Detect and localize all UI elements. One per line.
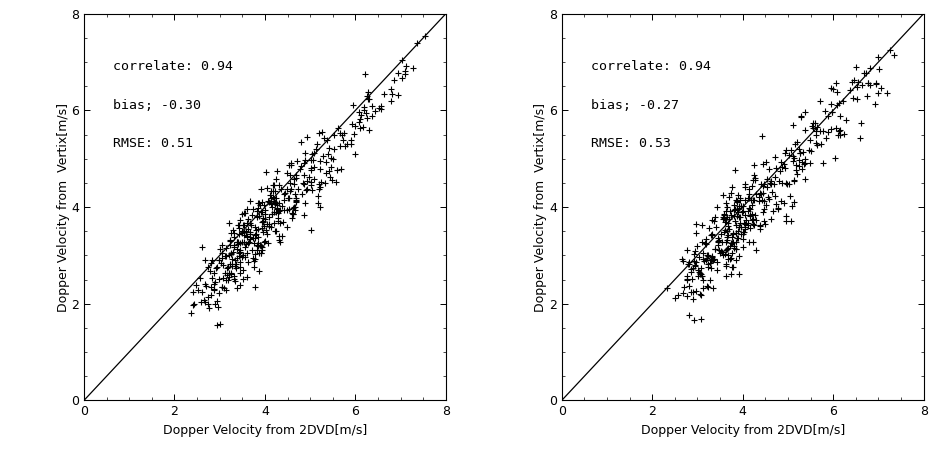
- Text: RMSE: 0.53: RMSE: 0.53: [591, 137, 671, 151]
- Text: RMSE: 0.51: RMSE: 0.51: [113, 137, 193, 151]
- Y-axis label: Dopper Velocity from  Vertix[m/s]: Dopper Velocity from Vertix[m/s]: [57, 102, 70, 312]
- Text: bias; -0.27: bias; -0.27: [591, 99, 678, 112]
- X-axis label: Dopper Velocity from 2DVD[m/s]: Dopper Velocity from 2DVD[m/s]: [641, 424, 844, 437]
- Y-axis label: Dopper Velocity from  Vertix[m/s]: Dopper Velocity from Vertix[m/s]: [535, 102, 548, 312]
- Text: correlate: 0.94: correlate: 0.94: [591, 60, 711, 73]
- X-axis label: Dopper Velocity from 2DVD[m/s]: Dopper Velocity from 2DVD[m/s]: [163, 424, 367, 437]
- Text: bias; -0.30: bias; -0.30: [113, 99, 201, 112]
- Text: correlate: 0.94: correlate: 0.94: [113, 60, 233, 73]
